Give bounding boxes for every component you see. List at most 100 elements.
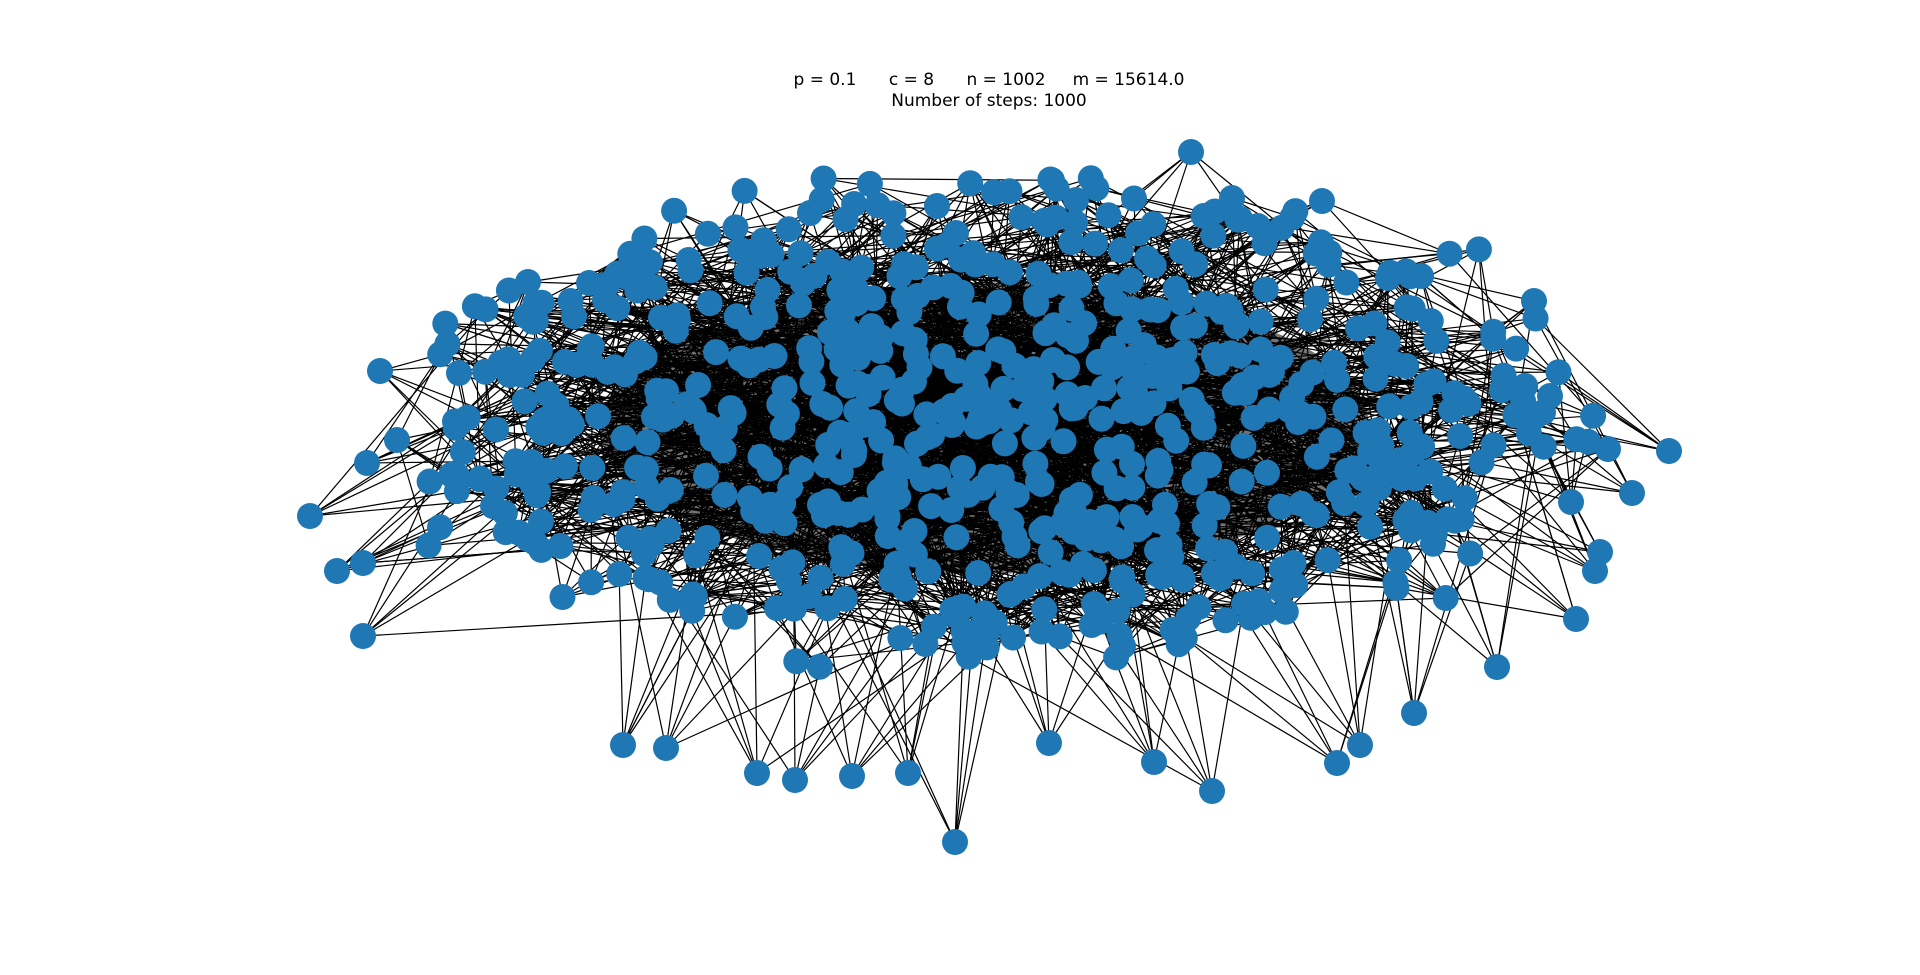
- graph-edge: [618, 573, 624, 746]
- graph-node: [1080, 557, 1107, 584]
- graph-node: [737, 239, 764, 266]
- graph-node: [775, 216, 802, 243]
- graph-node: [924, 193, 950, 219]
- graph-node: [1259, 358, 1285, 385]
- graph-edge: [474, 306, 481, 479]
- graph-edge: [665, 595, 810, 749]
- graph-node: [1480, 325, 1507, 352]
- graph-edge: [665, 511, 754, 749]
- graph-node: [895, 760, 921, 786]
- graph-node: [1231, 590, 1258, 617]
- graph-node: [547, 533, 574, 559]
- graph-node: [777, 474, 804, 501]
- graph-node: [1139, 363, 1166, 389]
- graph-node: [1050, 428, 1077, 455]
- graph-node: [1503, 335, 1530, 362]
- graph-node: [1036, 730, 1062, 756]
- graph-node: [1280, 399, 1307, 426]
- graph-edge: [1412, 452, 1601, 553]
- graph-edge: [1413, 522, 1429, 714]
- graph-node: [1032, 320, 1059, 347]
- graph-edge: [1396, 587, 1577, 620]
- graph-node: [1097, 273, 1124, 299]
- graph-node: [817, 394, 844, 421]
- graph-node: [868, 427, 895, 454]
- graph-node: [520, 345, 547, 372]
- graph-node: [909, 466, 936, 493]
- graph-node: [786, 292, 812, 319]
- graph-node: [1325, 479, 1352, 506]
- graph-edge: [622, 610, 693, 746]
- graph-node: [880, 472, 907, 499]
- graph-node: [1447, 423, 1474, 449]
- graph-node: [942, 829, 968, 855]
- graph-edge: [1132, 594, 1213, 792]
- graph-node: [943, 524, 970, 551]
- graph-edge: [645, 486, 821, 668]
- graph-node: [918, 493, 945, 520]
- graph-node: [752, 304, 779, 330]
- graph-node: [938, 497, 965, 523]
- graph-edge: [1132, 594, 1155, 763]
- graph-node: [555, 406, 582, 433]
- graph-edge: [706, 537, 821, 668]
- graph-node: [1169, 566, 1196, 593]
- graph-node: [1043, 175, 1070, 202]
- graph-edge: [362, 538, 529, 637]
- graph-node: [561, 303, 587, 330]
- graph-node: [1393, 353, 1420, 379]
- graph-edge: [1077, 151, 1192, 283]
- graph-node: [881, 449, 908, 476]
- graph-node: [1039, 347, 1066, 373]
- graph-node: [1003, 482, 1030, 508]
- graph-node: [830, 300, 856, 327]
- graph-node: [920, 274, 947, 301]
- graph-node: [1332, 396, 1359, 423]
- graph-node: [1008, 204, 1035, 231]
- graph-node: [552, 348, 578, 375]
- graph-edge: [1010, 593, 1050, 744]
- graph-node: [1303, 502, 1330, 529]
- graph-node: [901, 518, 928, 544]
- graph-edge: [362, 549, 542, 564]
- graph-node: [1282, 572, 1309, 599]
- graph-node: [1362, 365, 1389, 392]
- graph-node: [1191, 512, 1218, 539]
- graph-node: [856, 170, 883, 197]
- graph-node: [891, 251, 918, 278]
- graph-node: [604, 260, 631, 287]
- graph-edge: [793, 608, 796, 781]
- graph-node: [675, 247, 702, 273]
- graph-node: [633, 456, 659, 483]
- graph-node: [1103, 475, 1130, 502]
- graph-node: [491, 500, 518, 527]
- graph-node: [1182, 251, 1209, 278]
- graph-node: [1558, 489, 1584, 515]
- graph-node: [965, 560, 992, 586]
- title-parameters: p = 0.1 c = 8 n = 1002 m = 15614.0: [793, 70, 1185, 90]
- graph-node: [874, 505, 901, 532]
- graph-node: [1125, 220, 1152, 247]
- graph-node: [1280, 550, 1307, 576]
- graph-node: [1239, 560, 1266, 587]
- graph-node: [896, 299, 923, 326]
- graph-edge: [309, 356, 645, 517]
- graph-node: [943, 220, 969, 246]
- graph-node: [1121, 185, 1147, 212]
- graph-node: [783, 648, 810, 675]
- graph-node: [1219, 185, 1245, 211]
- graph-node: [1595, 436, 1621, 462]
- graph-edge: [844, 598, 956, 843]
- graph-node: [1431, 475, 1458, 502]
- graph-edge: [851, 642, 965, 777]
- graph-node: [1230, 432, 1257, 459]
- graph-edge: [1449, 253, 1594, 417]
- graph-node: [997, 407, 1024, 434]
- graph-node: [609, 479, 636, 506]
- graph-node: [1480, 432, 1507, 459]
- graph-node: [610, 732, 636, 758]
- graph-node: [1025, 260, 1052, 287]
- graph-node: [1423, 327, 1450, 354]
